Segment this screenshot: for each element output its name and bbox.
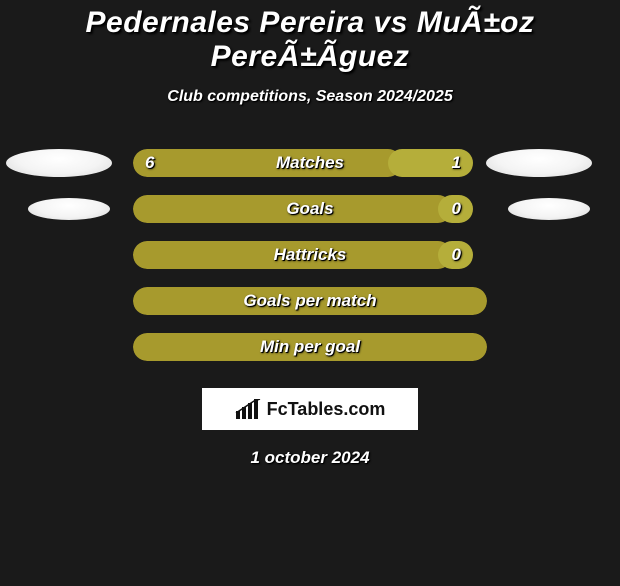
stat-bar-left: 6 [133,149,402,177]
stat-bar [133,287,487,315]
stat-row: 0Hattricks [0,232,620,278]
player-left-photo-placeholder [6,149,112,177]
stat-left-value: 6 [145,153,154,173]
comparison-rows: 61Matches0Goals0HattricksGoals per match… [0,140,620,370]
stat-bar: 0 [133,241,487,269]
stat-bar-right: 0 [438,195,473,223]
stat-bar-full [133,287,487,315]
stat-row: Min per goal [0,324,620,370]
stat-row: Goals per match [0,278,620,324]
stat-bar: 0 [133,195,487,223]
stat-right-value: 0 [452,199,461,219]
attribution-box: FcTables.com [202,388,418,430]
stat-right-value: 1 [452,153,461,173]
stat-right-value: 0 [452,245,461,265]
stat-bar-left [133,195,452,223]
attribution-text: FcTables.com [267,399,386,420]
stat-bar: 61 [133,149,487,177]
bar-chart-icon [235,399,261,419]
player-left-photo-placeholder [28,198,110,220]
player-right-photo-placeholder [508,198,590,220]
stat-bar-right: 0 [438,241,473,269]
subtitle: Club competitions, Season 2024/2025 [0,88,620,106]
player-right-photo-placeholder [486,149,592,177]
stat-bar-right: 1 [388,149,473,177]
date-label: 1 october 2024 [0,448,620,468]
stat-bar-left [133,241,452,269]
stat-bar [133,333,487,361]
stat-row: 61Matches [0,140,620,186]
page-title: Pedernales Pereira vs MuÃ±oz PereÃ±Ãguez [0,6,620,74]
stat-row: 0Goals [0,186,620,232]
stat-bar-full [133,333,487,361]
